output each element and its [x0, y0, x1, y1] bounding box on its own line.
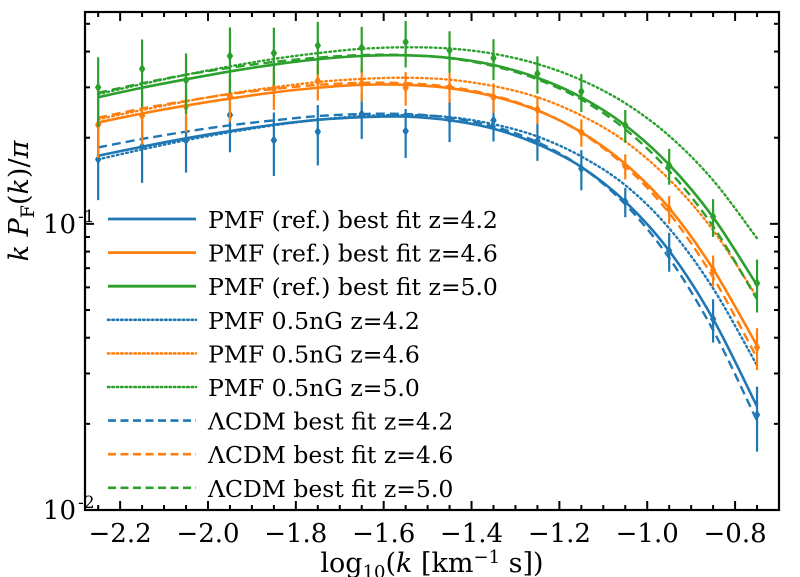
legend-label: ΛCDM best fit z=5.0	[207, 475, 453, 503]
legend-label: ΛCDM best fit z=4.6	[207, 441, 453, 469]
y-axis-title: k PF(k)/π	[4, 139, 39, 261]
y-tick-exponent: -2	[78, 493, 95, 513]
data-marker	[314, 40, 322, 51]
x-tick-label: −2.0	[176, 519, 239, 549]
y-axis-title-text: k PF(k)/π	[4, 139, 39, 261]
series-line-5	[96, 46, 759, 240]
legend-label: PMF (ref.) best fit z=4.6	[208, 240, 498, 268]
data-marker	[534, 68, 541, 79]
data-marker	[182, 74, 190, 86]
data-marker	[622, 161, 629, 172]
legend-entry-8[interactable]: ΛCDM best fit z=5.0	[108, 475, 453, 503]
data-marker	[182, 135, 190, 146]
data-marker	[753, 409, 761, 421]
data-marker	[665, 160, 673, 171]
y-axis-label: k PF(k)/π	[4, 139, 39, 261]
series-line-7	[97, 81, 759, 359]
data-marker	[94, 82, 102, 93]
y-tick-exponent: -1	[78, 207, 95, 227]
data-marker	[358, 78, 365, 89]
data-marker	[270, 82, 278, 94]
data-marker	[665, 245, 673, 257]
x-tick-label: −1.2	[528, 519, 591, 549]
x-tick-label: −2.2	[89, 519, 152, 549]
series-line-4	[96, 76, 759, 299]
x-tick-labels: −2.2 −2.0 −1.8 −1.6 −1.4 −1.2 −1.0 −0.8	[89, 519, 767, 549]
x-tick-label: −1.6	[352, 519, 415, 549]
data-marker	[578, 163, 585, 174]
x-axis-label: log10(k [km−1 s])	[320, 547, 543, 577]
data-marker	[578, 86, 585, 97]
data-marker	[402, 82, 409, 93]
errorbar-group-2	[94, 20, 761, 313]
legend-entry-2[interactable]: PMF (ref.) best fit z=5.0	[108, 273, 498, 301]
y-tick-mantissa: 10	[43, 496, 76, 526]
legend-label: PMF 0.5nG z=5.0	[208, 374, 420, 402]
data-points-layer	[94, 20, 761, 452]
series-line-8	[97, 53, 759, 300]
legend-entry-5[interactable]: PMF 0.5nG z=5.0	[106, 374, 420, 402]
x-tick-label: −1.4	[440, 519, 503, 549]
legend-entry-0[interactable]: PMF (ref.) best fit z=4.2	[108, 206, 498, 234]
data-marker	[226, 91, 234, 102]
data-marker	[270, 47, 278, 59]
legend-label: ΛCDM best fit z=4.2	[207, 408, 453, 436]
data-marker	[753, 342, 761, 353]
legend-label: PMF (ref.) best fit z=4.2	[208, 206, 498, 234]
x-tick-label: −1.8	[264, 519, 327, 549]
data-marker	[138, 63, 146, 75]
data-marker	[665, 204, 673, 215]
plot-frame	[83, 10, 781, 512]
series-line-0	[97, 115, 759, 408]
data-marker	[534, 135, 541, 147]
legend-entry-6[interactable]: ΛCDM best fit z=4.2	[108, 408, 453, 436]
data-marker	[446, 81, 453, 93]
data-marker	[534, 104, 541, 115]
x-tick-label: −1.0	[616, 519, 679, 549]
axes-frame	[83, 10, 781, 512]
legend-entry-4[interactable]: PMF 0.5nG z=4.6	[106, 340, 420, 368]
data-marker	[314, 75, 322, 87]
data-marker	[226, 50, 234, 62]
y-tick-labels: 10-110-2	[43, 207, 95, 526]
data-marker	[138, 141, 146, 152]
data-marker	[709, 313, 717, 325]
data-marker	[622, 196, 629, 207]
legend-label: PMF 0.5nG z=4.6	[208, 340, 420, 368]
data-marker	[314, 126, 322, 137]
x-axis-title: log10(k [km−1 s])	[320, 547, 543, 577]
y-tick-label: 10 -1	[43, 207, 95, 240]
data-marker	[709, 264, 717, 276]
y-tick-mantissa: 10	[43, 210, 76, 240]
data-marker	[578, 127, 585, 138]
data-marker	[446, 45, 453, 56]
data-marker	[622, 120, 629, 131]
legend-entry-1[interactable]: PMF (ref.) best fit z=4.6	[108, 240, 498, 268]
legend-entry-3[interactable]: PMF 0.5nG z=4.2	[106, 307, 420, 335]
data-marker	[358, 108, 365, 120]
axis-ticks	[85, 12, 780, 511]
legend-label: PMF 0.5nG z=4.2	[208, 307, 420, 335]
data-marker	[490, 92, 497, 103]
data-marker	[490, 115, 497, 126]
data-marker	[709, 211, 717, 222]
legend-entry-7[interactable]: ΛCDM best fit z=4.6	[108, 441, 453, 469]
chart-legend: PMF (ref.) best fit z=4.2 PMF (ref.) best…	[106, 206, 498, 503]
series-line-1	[97, 83, 759, 347]
data-marker	[490, 52, 497, 64]
data-marker	[402, 36, 409, 48]
data-marker	[138, 110, 146, 121]
legend-label: PMF (ref.) best fit z=5.0	[208, 273, 498, 301]
data-marker	[270, 135, 278, 146]
x-tick-label: −0.8	[704, 519, 767, 549]
data-marker	[94, 154, 102, 165]
y-tick-label: 10 -2	[43, 493, 95, 526]
data-marker	[446, 114, 453, 125]
data-marker	[358, 42, 365, 53]
data-marker	[753, 278, 761, 289]
data-marker	[402, 125, 409, 137]
